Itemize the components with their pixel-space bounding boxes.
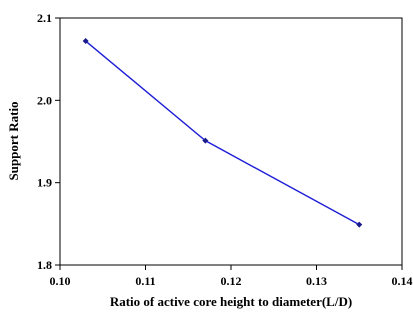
y-tick-label: 2.1 xyxy=(37,11,52,25)
data-point xyxy=(356,221,363,228)
y-tick-label: 2.0 xyxy=(37,93,52,107)
x-axis-title: Ratio of active core height to diameter(… xyxy=(110,294,352,309)
y-axis: 1.8 1.9 2.0 2.1 xyxy=(37,11,60,272)
x-tick-label: 0.14 xyxy=(392,274,413,288)
y-tick-label: 1.8 xyxy=(37,258,52,272)
x-axis: 0.10 0.11 0.12 0.13 0.14 xyxy=(50,265,413,288)
series-layer xyxy=(82,38,363,228)
y-tick-label: 1.9 xyxy=(37,176,52,190)
data-point xyxy=(202,137,209,144)
x-tick-label: 0.13 xyxy=(306,274,327,288)
plot-area xyxy=(59,17,403,266)
x-tick-label: 0.12 xyxy=(221,274,242,288)
y-axis-title: Support Ratio xyxy=(6,101,21,180)
data-point xyxy=(82,38,89,45)
x-tick-label: 0.11 xyxy=(135,274,155,288)
x-tick-label: 0.10 xyxy=(50,274,71,288)
